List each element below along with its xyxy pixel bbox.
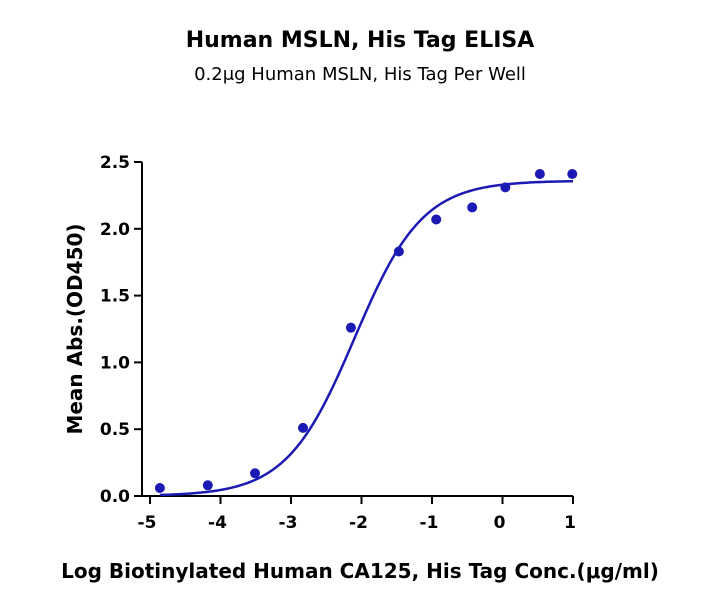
- y-axis-title: Mean Abs.(OD450): [63, 223, 87, 434]
- x-tick-label: -5: [138, 513, 157, 533]
- chart-title: Human MSLN, His Tag ELISA: [185, 28, 535, 53]
- x-axis: -5 -4 -3 -2 -1 0 1: [138, 495, 576, 533]
- y-axis: 0.0 0.5 1.0 1.5 2.0 2.5: [100, 153, 143, 507]
- x-tick-label: 0: [494, 513, 506, 533]
- y-tick-label: 2.0: [100, 220, 130, 240]
- x-tick-label: -3: [279, 513, 298, 533]
- chart-subtitle: 0.2μg Human MSLN, His Tag Per Well: [194, 64, 526, 85]
- y-tick-label: 1.0: [100, 353, 130, 373]
- data-point: [534, 169, 545, 180]
- x-tick-label: -2: [349, 513, 368, 533]
- data-point: [393, 246, 404, 257]
- y-tick-label: 0.5: [100, 420, 130, 440]
- x-tick-label: 1: [564, 513, 576, 533]
- fit-curve-group: [159, 179, 574, 497]
- data-point: [431, 214, 442, 225]
- data-point: [567, 169, 578, 180]
- data-point: [297, 422, 308, 433]
- data-point: [250, 468, 261, 479]
- y-tick-label: 0.0: [100, 487, 130, 507]
- data-point: [345, 322, 356, 333]
- data-point: [467, 202, 478, 213]
- data-points-group: [154, 169, 578, 493]
- x-tick-label: -1: [420, 513, 439, 533]
- data-point: [202, 480, 213, 491]
- fit-curve: [159, 179, 574, 497]
- x-axis-title: Log Biotinylated Human CA125, His Tag Co…: [61, 559, 659, 583]
- y-tick-label: 1.5: [100, 287, 130, 307]
- data-point: [154, 482, 165, 493]
- x-tick-label: -4: [208, 513, 227, 533]
- data-point: [500, 182, 511, 193]
- y-tick-label: 2.5: [100, 153, 130, 173]
